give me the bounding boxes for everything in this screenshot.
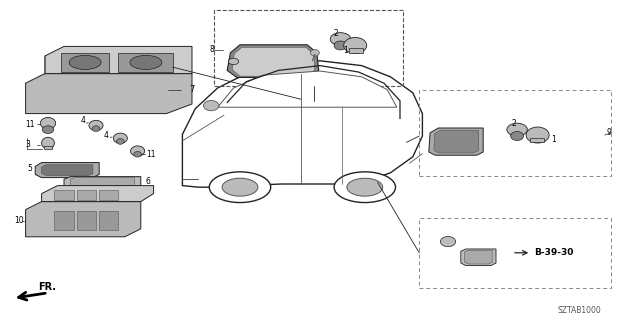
Text: 1: 1: [552, 135, 556, 144]
Ellipse shape: [134, 151, 141, 157]
Ellipse shape: [440, 236, 456, 247]
Bar: [214, 10, 403, 86]
Polygon shape: [218, 71, 397, 107]
Bar: [54, 190, 74, 200]
Bar: [419, 218, 611, 288]
Bar: [54, 211, 74, 230]
Text: 1: 1: [344, 46, 348, 55]
Ellipse shape: [222, 178, 258, 196]
Ellipse shape: [89, 120, 103, 131]
Text: 2: 2: [512, 119, 516, 128]
Polygon shape: [64, 177, 141, 193]
Text: 10: 10: [14, 216, 24, 225]
Bar: [349, 48, 363, 53]
Text: 7: 7: [189, 85, 194, 94]
Bar: [530, 138, 544, 142]
Ellipse shape: [209, 172, 271, 203]
Bar: [61, 53, 109, 72]
Ellipse shape: [69, 55, 101, 69]
Polygon shape: [227, 45, 319, 77]
Ellipse shape: [228, 58, 239, 65]
Text: 6: 6: [146, 177, 151, 186]
Text: 4: 4: [104, 131, 109, 140]
Bar: [118, 53, 173, 72]
Polygon shape: [461, 249, 496, 266]
Ellipse shape: [347, 178, 383, 196]
Text: SZTAB1000: SZTAB1000: [558, 306, 602, 315]
Text: 8: 8: [209, 45, 214, 54]
Ellipse shape: [344, 37, 367, 53]
Polygon shape: [429, 128, 483, 155]
Ellipse shape: [511, 132, 524, 140]
Ellipse shape: [131, 146, 145, 156]
Ellipse shape: [42, 126, 54, 133]
Ellipse shape: [310, 50, 319, 56]
Text: 11: 11: [146, 150, 156, 159]
Bar: [77, 190, 96, 200]
Text: 4: 4: [81, 116, 86, 125]
Ellipse shape: [130, 55, 162, 69]
Bar: [44, 146, 52, 149]
Polygon shape: [182, 61, 422, 187]
Text: B-39-30: B-39-30: [534, 248, 574, 257]
Polygon shape: [434, 130, 479, 153]
Bar: [419, 90, 611, 176]
Polygon shape: [45, 46, 192, 74]
Text: 5: 5: [27, 164, 32, 173]
Ellipse shape: [42, 137, 54, 149]
Polygon shape: [42, 165, 93, 175]
Ellipse shape: [334, 172, 396, 203]
Ellipse shape: [113, 133, 127, 143]
Polygon shape: [42, 186, 154, 202]
Text: 2: 2: [333, 29, 338, 38]
Ellipse shape: [116, 139, 124, 144]
Ellipse shape: [92, 126, 100, 132]
Polygon shape: [232, 47, 315, 76]
Text: 3: 3: [26, 140, 31, 149]
Bar: [77, 211, 96, 230]
Text: 11: 11: [26, 120, 35, 129]
Ellipse shape: [40, 117, 56, 129]
Polygon shape: [465, 250, 492, 264]
Text: 9: 9: [606, 128, 611, 137]
Polygon shape: [26, 74, 192, 114]
Ellipse shape: [507, 123, 527, 136]
Ellipse shape: [204, 100, 219, 111]
Ellipse shape: [526, 127, 549, 143]
Ellipse shape: [330, 33, 351, 45]
Text: FR.: FR.: [38, 282, 56, 292]
Polygon shape: [70, 177, 134, 191]
Ellipse shape: [334, 41, 347, 50]
Bar: [99, 211, 118, 230]
Polygon shape: [26, 202, 141, 237]
Bar: [99, 190, 118, 200]
Polygon shape: [35, 163, 99, 178]
